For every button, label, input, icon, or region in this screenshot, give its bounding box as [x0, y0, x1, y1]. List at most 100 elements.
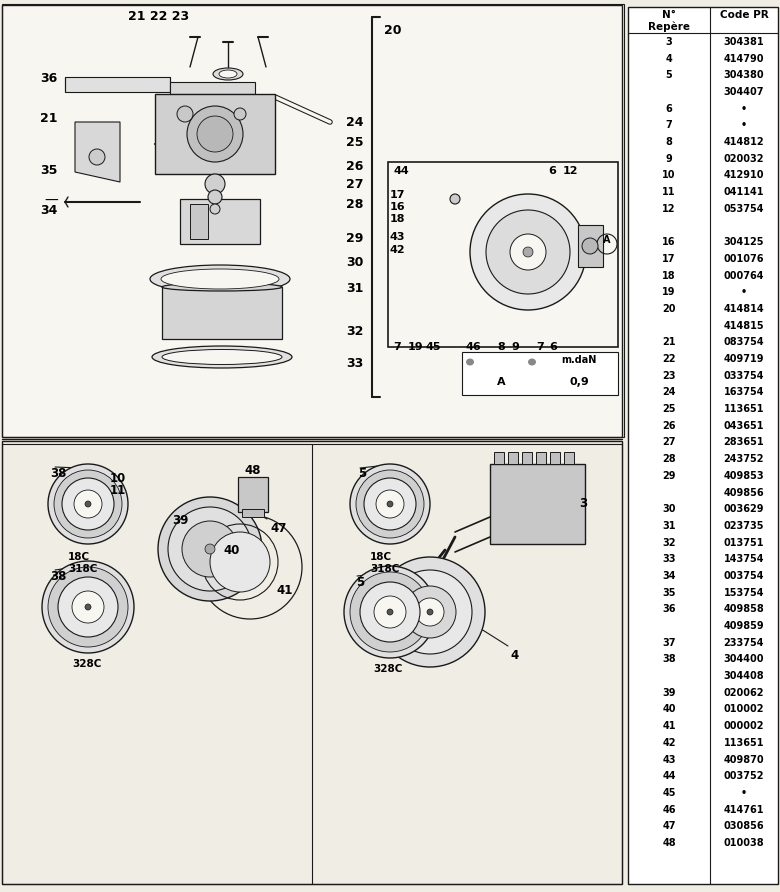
Circle shape: [388, 570, 472, 654]
Circle shape: [158, 497, 262, 601]
Text: 46: 46: [662, 805, 675, 814]
Text: 41: 41: [662, 721, 675, 731]
Text: 083754: 083754: [724, 337, 764, 347]
Text: 001076: 001076: [724, 254, 764, 264]
Circle shape: [523, 247, 533, 257]
Text: 7: 7: [665, 120, 672, 130]
Text: 409853: 409853: [724, 471, 764, 481]
Bar: [564, 452, 574, 464]
Bar: [494, 452, 504, 464]
Text: 409856: 409856: [724, 488, 764, 498]
Text: 409870: 409870: [724, 755, 764, 764]
Circle shape: [350, 464, 430, 544]
Text: 25: 25: [662, 404, 675, 414]
Text: 6: 6: [548, 166, 556, 176]
Text: 16: 16: [390, 202, 406, 212]
Bar: [190, 204, 208, 239]
Text: N°
Repère: N° Repère: [648, 10, 690, 32]
Ellipse shape: [162, 283, 282, 291]
Text: 010038: 010038: [724, 838, 764, 848]
Text: 409719: 409719: [724, 354, 764, 364]
Text: 38: 38: [50, 570, 66, 583]
Text: 36: 36: [662, 605, 675, 615]
Text: 243752: 243752: [724, 454, 764, 464]
Text: 40: 40: [662, 705, 675, 714]
Text: 30: 30: [346, 256, 363, 269]
Text: Code PR: Code PR: [720, 10, 768, 20]
Text: 41: 41: [276, 584, 292, 597]
Text: 8: 8: [665, 137, 672, 147]
Text: 304408: 304408: [724, 671, 764, 681]
Text: 28: 28: [346, 198, 363, 211]
Text: 412910: 412910: [724, 170, 764, 180]
Circle shape: [470, 194, 586, 310]
Text: 18: 18: [390, 214, 406, 224]
Text: 31: 31: [662, 521, 675, 531]
Bar: [2, 4, 624, 437]
Text: 24: 24: [662, 387, 675, 398]
Ellipse shape: [219, 70, 237, 78]
Text: 38: 38: [662, 655, 675, 665]
Text: 36: 36: [40, 72, 57, 85]
Text: 39: 39: [662, 688, 675, 698]
Text: 4: 4: [665, 54, 672, 63]
Circle shape: [182, 521, 238, 577]
Text: 44: 44: [662, 772, 675, 781]
Ellipse shape: [161, 269, 279, 289]
Circle shape: [208, 190, 222, 204]
Text: 46: 46: [465, 342, 480, 352]
Text: 11: 11: [662, 187, 675, 197]
Text: 5: 5: [665, 70, 672, 80]
Ellipse shape: [162, 350, 282, 365]
Text: 34: 34: [40, 204, 58, 217]
Text: 414815: 414815: [724, 320, 764, 331]
Text: 45: 45: [425, 342, 441, 352]
Text: 27: 27: [662, 437, 675, 448]
Circle shape: [177, 106, 193, 122]
Bar: [155, 94, 275, 174]
Ellipse shape: [152, 346, 292, 368]
Text: 48: 48: [244, 464, 261, 477]
Text: 414814: 414814: [724, 304, 764, 314]
Text: 21: 21: [40, 112, 58, 125]
Text: 6: 6: [665, 103, 672, 114]
Text: 11: 11: [110, 484, 126, 497]
Text: 003754: 003754: [724, 571, 764, 581]
Circle shape: [85, 604, 91, 610]
Ellipse shape: [150, 265, 290, 293]
Text: •: •: [741, 103, 747, 114]
Text: 18C
318C: 18C 318C: [370, 552, 399, 574]
Bar: [2, 5, 622, 437]
Bar: [388, 162, 618, 347]
Text: 43: 43: [390, 232, 406, 242]
Text: 003629: 003629: [724, 504, 764, 514]
Circle shape: [376, 490, 404, 518]
Circle shape: [427, 609, 433, 615]
Bar: [242, 509, 264, 517]
Text: 12: 12: [662, 204, 675, 214]
Text: 20: 20: [384, 24, 402, 37]
Text: 26: 26: [346, 160, 363, 173]
Text: 29: 29: [346, 232, 363, 245]
Text: 23: 23: [662, 371, 675, 381]
Text: 414790: 414790: [724, 54, 764, 63]
Bar: [490, 464, 585, 544]
Circle shape: [416, 598, 444, 626]
Text: 10: 10: [110, 472, 126, 485]
Circle shape: [360, 582, 420, 642]
Text: 409859: 409859: [724, 621, 764, 631]
Text: 24: 24: [346, 116, 363, 129]
Circle shape: [74, 490, 102, 518]
Text: 37: 37: [662, 638, 675, 648]
Circle shape: [374, 596, 406, 628]
Text: 000764: 000764: [724, 270, 764, 281]
Text: 17: 17: [662, 254, 675, 264]
Text: 304400: 304400: [724, 655, 764, 665]
Circle shape: [72, 591, 104, 623]
Circle shape: [375, 557, 485, 667]
Text: 9: 9: [665, 153, 672, 164]
Text: 4: 4: [510, 649, 518, 662]
Ellipse shape: [466, 359, 474, 366]
Bar: [162, 287, 282, 339]
Text: 5: 5: [356, 576, 364, 589]
